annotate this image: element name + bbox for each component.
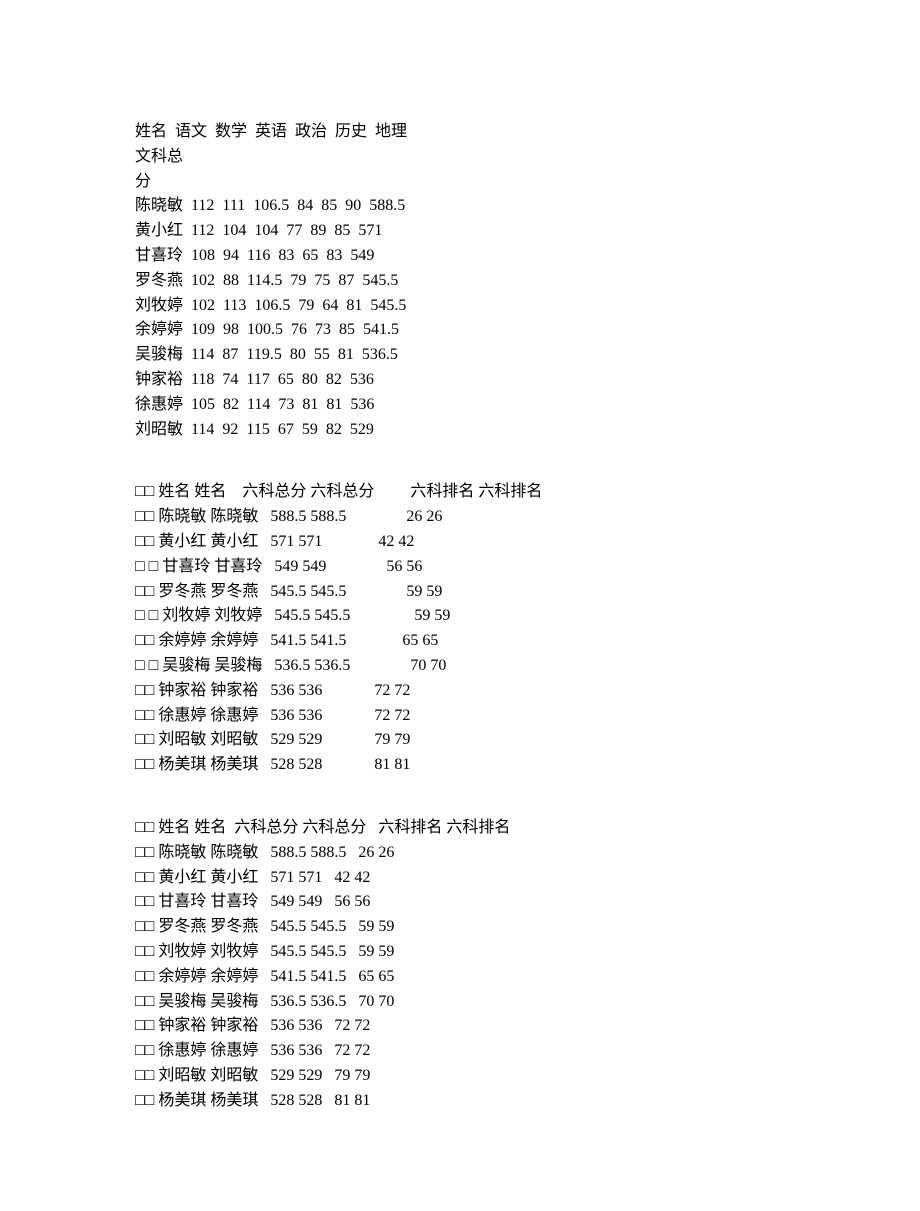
data-row: 余婷婷 109 98 100.5 76 73 85 541.5: [135, 318, 785, 343]
data-row: 徐惠婷 105 82 114 73 81 81 536: [135, 393, 785, 418]
data-row: □□ 陈晓敏 陈晓敏 588.5 588.5 26 26: [135, 505, 785, 530]
data-row: □□ 罗冬燕 罗冬燕 545.5 545.5 59 59: [135, 915, 785, 940]
data-row: □□ 余婷婷 余婷婷 541.5 541.5 65 65: [135, 629, 785, 654]
score-table-section-1: 姓名 语文 数学 英语 政治 历史 地理 文科总 分 陈晓敏 112 111 1…: [135, 120, 785, 442]
data-row: □□ 钟家裕 钟家裕 536 536 72 72: [135, 1014, 785, 1039]
data-row: 甘喜玲 108 94 116 83 65 83 549: [135, 244, 785, 269]
data-row: □□ 杨美琪 杨美琪 528 528 81 81: [135, 1089, 785, 1114]
ranking-table-section-3: □□ 姓名 姓名 六科总分 六科总分 六科排名 六科排名 □□ 陈晓敏 陈晓敏 …: [135, 816, 785, 1114]
data-row: 罗冬燕 102 88 114.5 79 75 87 545.5: [135, 269, 785, 294]
data-row: 黄小红 112 104 104 77 89 85 571: [135, 219, 785, 244]
header-row: □□ 姓名 姓名 六科总分 六科总分 六科排名 六科排名: [135, 816, 785, 841]
data-row: □□ 钟家裕 钟家裕 536 536 72 72: [135, 679, 785, 704]
data-row: □□ 黄小红 黄小红 571 571 42 42: [135, 530, 785, 555]
data-row: □ □ 吴骏梅 吴骏梅 536.5 536.5 70 70: [135, 654, 785, 679]
data-row: □□ 甘喜玲 甘喜玲 549 549 56 56: [135, 890, 785, 915]
data-row: □ □ 甘喜玲 甘喜玲 549 549 56 56: [135, 555, 785, 580]
data-row: □□ 刘昭敏 刘昭敏 529 529 79 79: [135, 728, 785, 753]
data-row: □□ 余婷婷 余婷婷 541.5 541.5 65 65: [135, 965, 785, 990]
data-row: □□ 刘牧婷 刘牧婷 545.5 545.5 59 59: [135, 940, 785, 965]
data-row: □□ 徐惠婷 徐惠婷 536 536 72 72: [135, 1039, 785, 1064]
data-row: 陈晓敏 112 111 106.5 84 85 90 588.5: [135, 194, 785, 219]
data-row: □ □ 刘牧婷 刘牧婷 545.5 545.5 59 59: [135, 604, 785, 629]
data-row: 刘昭敏 114 92 115 67 59 82 529: [135, 418, 785, 443]
header-row: □□ 姓名 姓名 六科总分 六科总分 六科排名 六科排名: [135, 480, 785, 505]
data-row: □□ 杨美琪 杨美琪 528 528 81 81: [135, 753, 785, 778]
data-row: □□ 陈晓敏 陈晓敏 588.5 588.5 26 26: [135, 841, 785, 866]
data-row: 刘牧婷 102 113 106.5 79 64 81 545.5: [135, 294, 785, 319]
data-row: □□ 徐惠婷 徐惠婷 536 536 72 72: [135, 704, 785, 729]
data-row: 吴骏梅 114 87 119.5 80 55 81 536.5: [135, 343, 785, 368]
header-row: 分: [135, 170, 785, 195]
ranking-table-section-2: □□ 姓名 姓名 六科总分 六科总分 六科排名 六科排名 □□ 陈晓敏 陈晓敏 …: [135, 480, 785, 778]
data-row: □□ 罗冬燕 罗冬燕 545.5 545.5 59 59: [135, 580, 785, 605]
data-row: □□ 黄小红 黄小红 571 571 42 42: [135, 866, 785, 891]
header-row: 姓名 语文 数学 英语 政治 历史 地理: [135, 120, 785, 145]
data-row: □□ 刘昭敏 刘昭敏 529 529 79 79: [135, 1064, 785, 1089]
header-row: 文科总: [135, 145, 785, 170]
data-row: □□ 吴骏梅 吴骏梅 536.5 536.5 70 70: [135, 990, 785, 1015]
data-row: 钟家裕 118 74 117 65 80 82 536: [135, 368, 785, 393]
